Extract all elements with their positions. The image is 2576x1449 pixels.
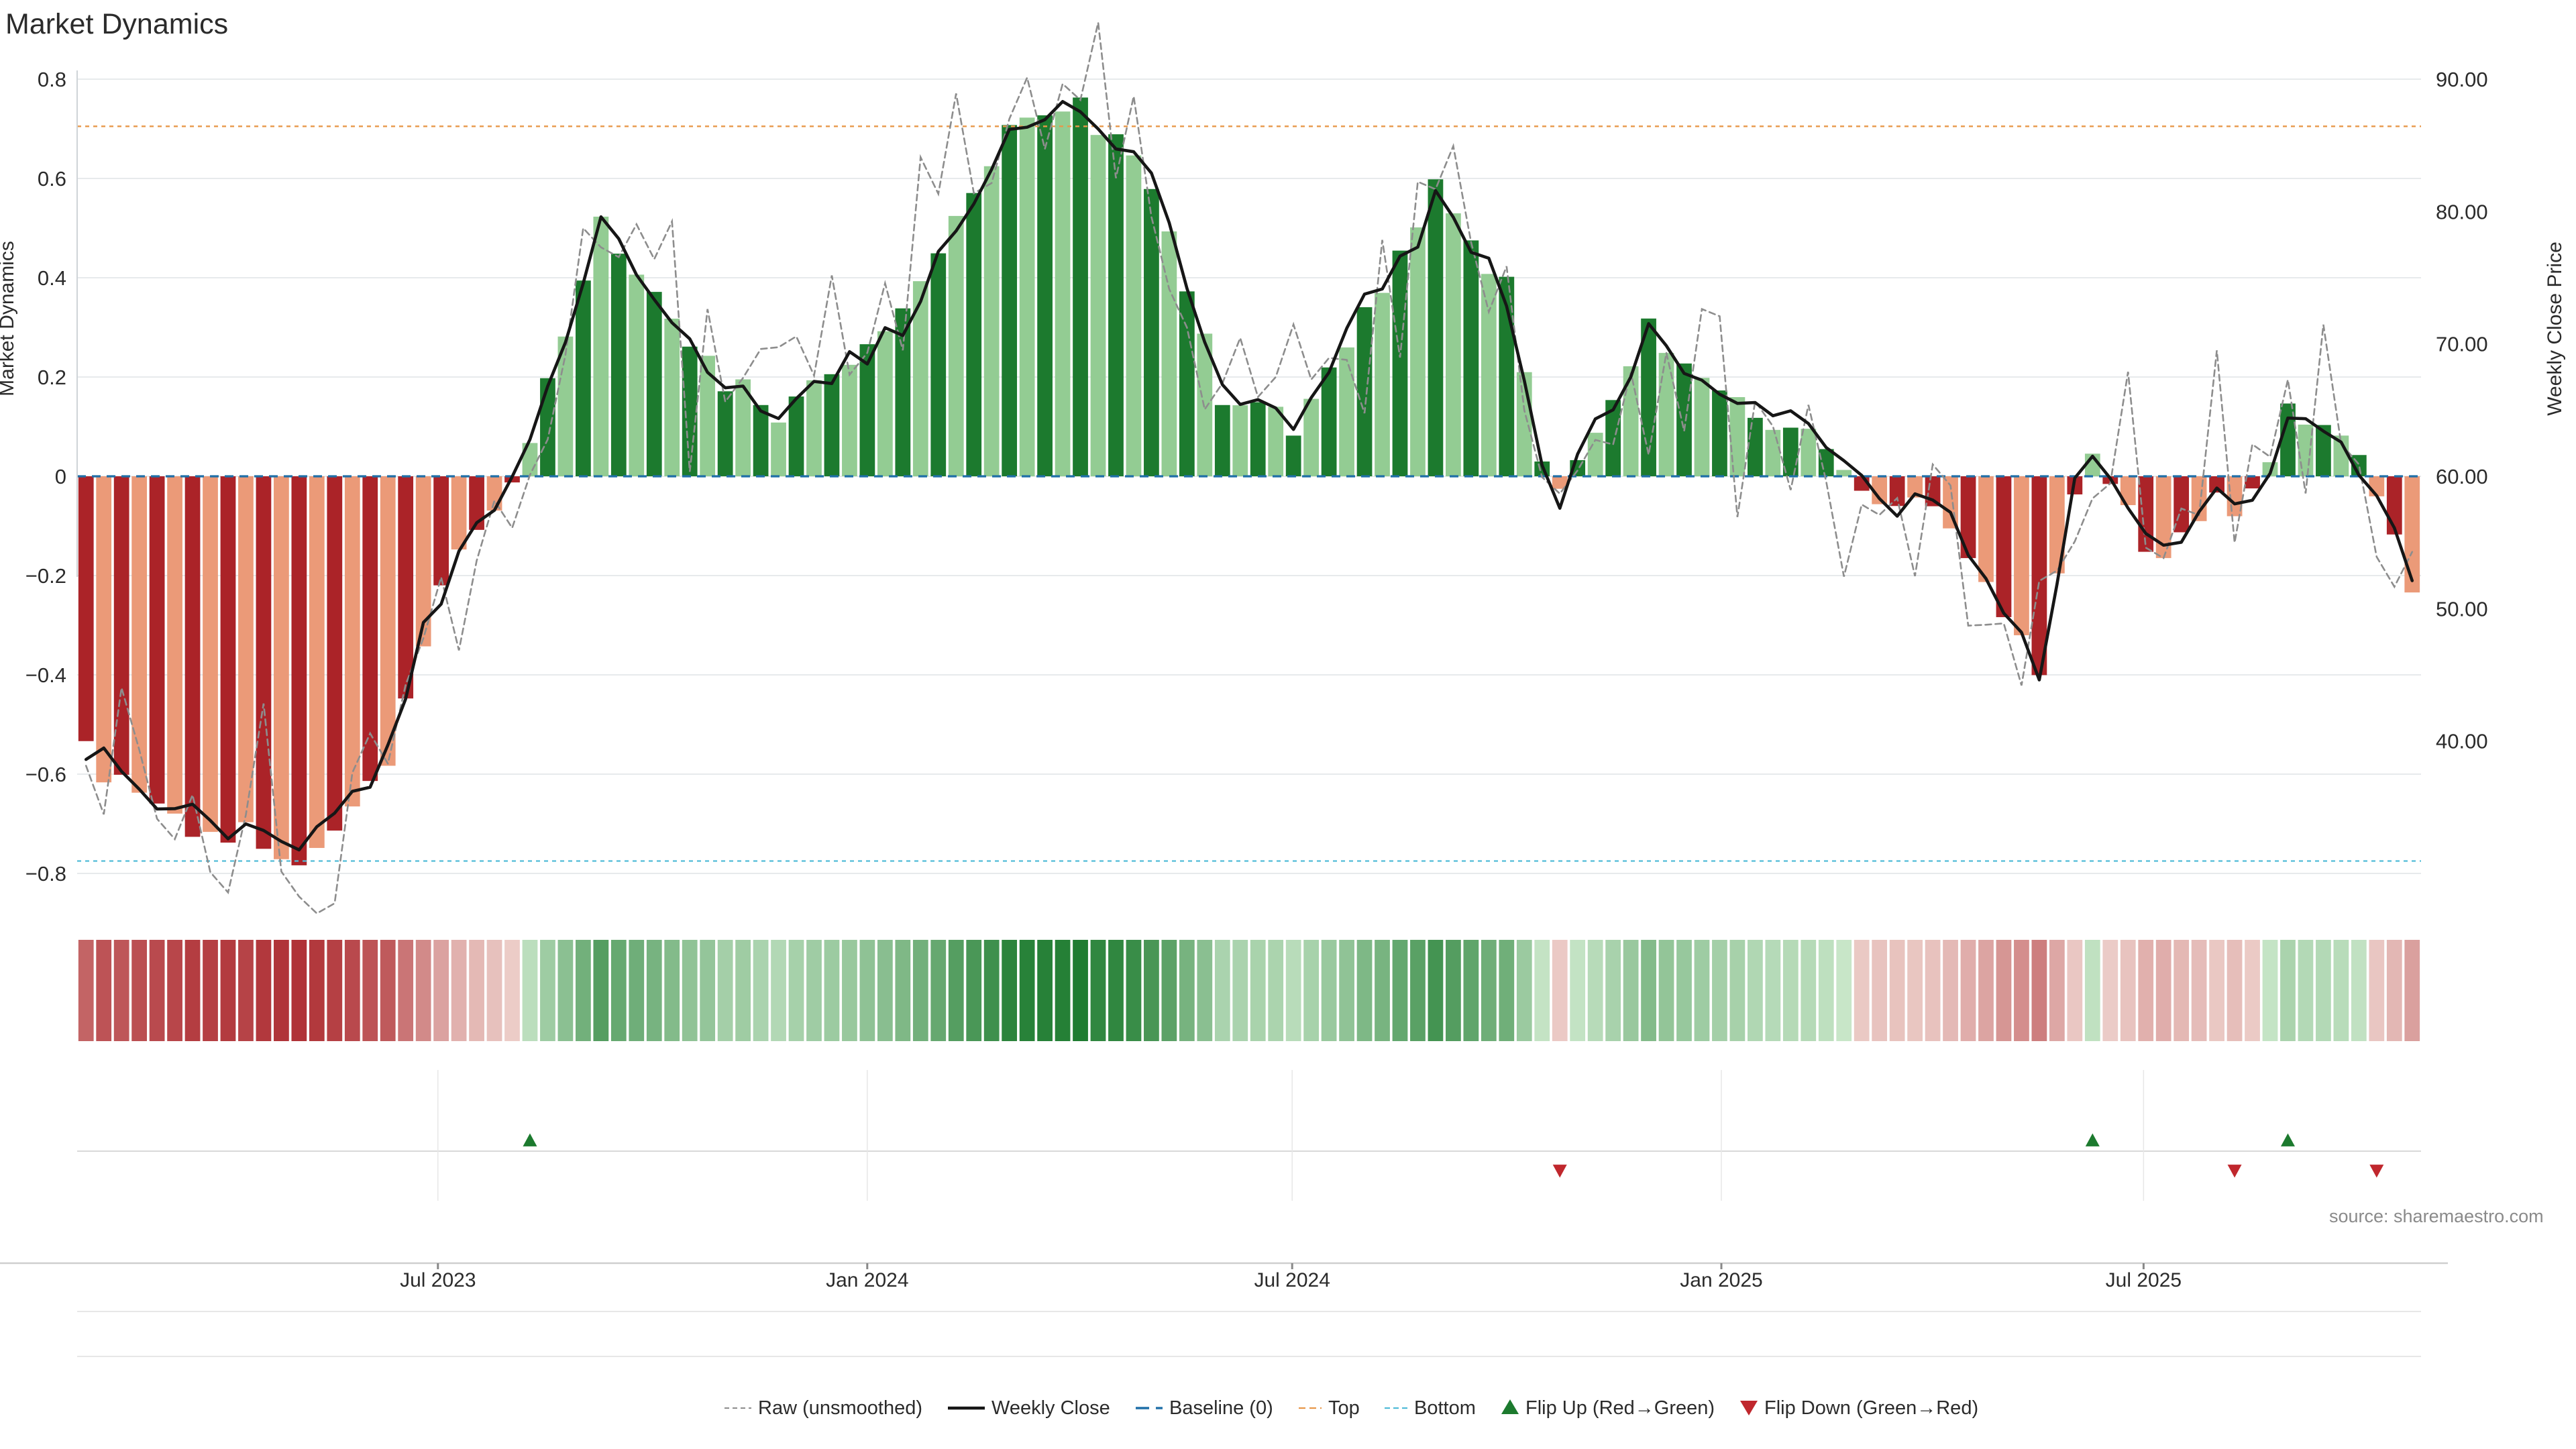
svg-text:Weekly Close: Weekly Close <box>991 1397 1110 1419</box>
svg-text:Raw (unsmoothed): Raw (unsmoothed) <box>758 1397 922 1419</box>
svg-text:Flip Down (Green→Red): Flip Down (Green→Red) <box>1764 1397 1978 1419</box>
svg-text:Baseline (0): Baseline (0) <box>1169 1397 1273 1419</box>
svg-text:Flip Up (Red→Green): Flip Up (Red→Green) <box>1525 1397 1715 1419</box>
svg-text:Bottom: Bottom <box>1414 1397 1476 1419</box>
svg-text:Top: Top <box>1328 1397 1360 1419</box>
